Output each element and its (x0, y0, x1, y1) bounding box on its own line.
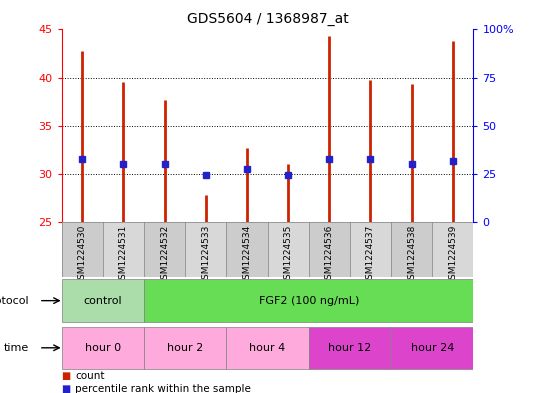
Text: hour 0: hour 0 (85, 343, 121, 353)
Bar (350, 222, 391, 277)
Text: GSM1224537: GSM1224537 (366, 225, 375, 285)
Bar (185, 222, 226, 277)
Text: GSM1224532: GSM1224532 (160, 225, 169, 285)
Bar (62, 327, 144, 369)
Text: GSM1224534: GSM1224534 (242, 225, 251, 285)
Bar (432, 222, 473, 277)
Text: control: control (83, 296, 122, 306)
Bar (268, 222, 309, 277)
Bar (144, 222, 185, 277)
Text: GSM1224530: GSM1224530 (78, 225, 87, 285)
Text: GSM1224538: GSM1224538 (407, 225, 416, 285)
Bar (144, 279, 473, 322)
Bar (226, 222, 268, 277)
Text: GSM1224539: GSM1224539 (448, 225, 457, 285)
Text: growth protocol: growth protocol (0, 296, 28, 306)
Text: count: count (75, 371, 104, 382)
Text: hour 12: hour 12 (328, 343, 371, 353)
Text: GSM1224535: GSM1224535 (284, 225, 293, 285)
Text: GSM1224533: GSM1224533 (201, 225, 210, 285)
Text: FGF2 (100 ng/mL): FGF2 (100 ng/mL) (258, 296, 359, 306)
Bar (391, 327, 473, 369)
Bar (309, 222, 350, 277)
Text: ■: ■ (62, 371, 71, 382)
Bar (391, 222, 432, 277)
Text: hour 4: hour 4 (249, 343, 286, 353)
Text: GSM1224531: GSM1224531 (119, 225, 128, 285)
Text: ■: ■ (62, 384, 71, 393)
Text: hour 24: hour 24 (410, 343, 454, 353)
Bar (103, 222, 144, 277)
Text: hour 2: hour 2 (167, 343, 203, 353)
Bar (309, 327, 391, 369)
Title: GDS5604 / 1368987_at: GDS5604 / 1368987_at (187, 12, 348, 26)
Text: percentile rank within the sample: percentile rank within the sample (75, 384, 251, 393)
Bar (62, 279, 144, 322)
Bar (144, 327, 226, 369)
Text: GSM1224536: GSM1224536 (325, 225, 334, 285)
Bar (62, 222, 103, 277)
Bar (226, 327, 309, 369)
Text: time: time (3, 343, 28, 353)
